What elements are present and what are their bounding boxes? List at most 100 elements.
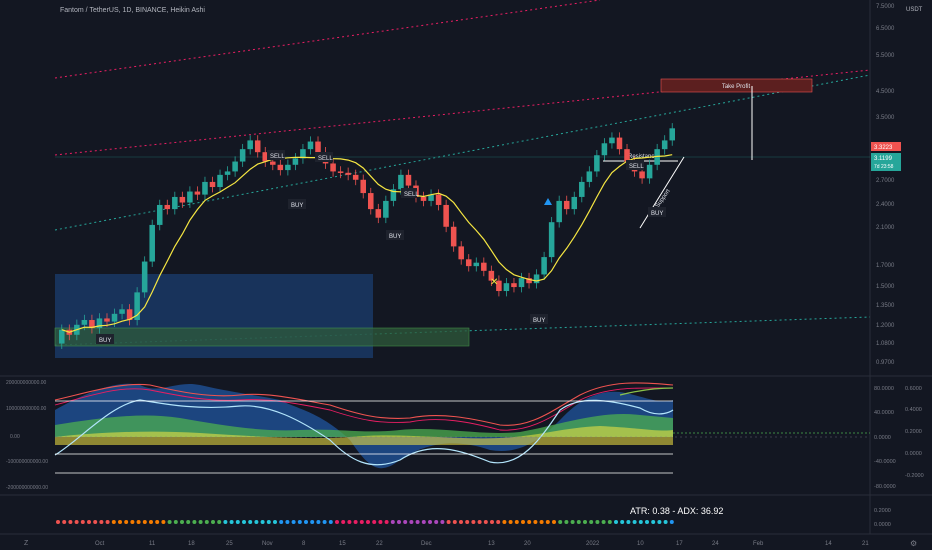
zoom-icon[interactable]: Z bbox=[24, 540, 29, 547]
x-axis: Oct 11 18 25 Nov 8 15 22 Dec 13 20 2022 … bbox=[95, 541, 869, 547]
x-axis-label: 15 bbox=[339, 541, 346, 547]
atr-dot bbox=[477, 520, 482, 524]
signal-bg bbox=[96, 334, 114, 344]
osc-left-label: 200000000000.00 bbox=[6, 380, 47, 386]
candle-body bbox=[609, 137, 615, 144]
atr-dot bbox=[124, 520, 129, 524]
symbol-line: Fantom / TetherUS, 1D, BINANCE, Heikin A… bbox=[60, 7, 205, 14]
candle-body bbox=[111, 313, 118, 322]
x-axis-label: 2022 bbox=[586, 541, 600, 547]
atr-dot bbox=[409, 520, 414, 524]
atr-dot bbox=[291, 520, 296, 524]
atr-dot bbox=[149, 520, 153, 524]
atr-dot bbox=[254, 520, 259, 524]
atr-dot bbox=[167, 520, 172, 524]
support-label: Support bbox=[655, 188, 672, 209]
atr-dot bbox=[570, 520, 575, 524]
candle-body bbox=[285, 164, 291, 171]
x-axis-label: 11 bbox=[149, 541, 156, 547]
osc-far-right-label: 0.6000 bbox=[905, 386, 922, 392]
candle-body bbox=[496, 280, 502, 292]
signal-bg bbox=[386, 230, 404, 240]
atr-dot bbox=[558, 520, 563, 524]
candle-body bbox=[209, 181, 216, 188]
candle-body bbox=[601, 143, 608, 156]
candle-body bbox=[616, 137, 623, 150]
atr-dot bbox=[328, 520, 333, 524]
candle-body bbox=[390, 189, 397, 201]
price-label: 1.0800 bbox=[876, 341, 895, 347]
price-label: 0.9700 bbox=[876, 360, 895, 366]
atr-dot bbox=[552, 520, 556, 524]
atr-dot bbox=[514, 520, 519, 524]
atr-dot bbox=[452, 520, 457, 524]
signal-sell-1: SELL bbox=[270, 154, 285, 160]
signal-buy-5: BUY bbox=[651, 211, 663, 217]
atr-dot bbox=[186, 520, 191, 524]
atr-dot bbox=[211, 520, 215, 524]
candle-body bbox=[337, 171, 344, 173]
atr-dot bbox=[583, 520, 587, 524]
settings-icon[interactable]: ⚙ bbox=[910, 539, 917, 548]
candle-body bbox=[89, 320, 95, 329]
atr-dot bbox=[669, 520, 674, 524]
candle-body bbox=[533, 274, 540, 284]
candle-body bbox=[187, 191, 193, 203]
candle-body bbox=[247, 140, 253, 150]
atr-dot bbox=[434, 520, 439, 524]
osc-far-right-label: -0.2000 bbox=[905, 473, 924, 479]
candle-body bbox=[59, 329, 65, 344]
x-axis-label: 24 bbox=[712, 541, 719, 547]
candle-body bbox=[435, 194, 442, 205]
candle-body bbox=[172, 196, 178, 210]
second-price-value: 3.1199 bbox=[874, 156, 893, 162]
candle-body bbox=[119, 309, 125, 314]
atr-dot bbox=[173, 520, 178, 524]
atr-dot bbox=[651, 520, 656, 524]
osc-far-right-label: 0.2000 bbox=[905, 429, 922, 435]
atr-dot bbox=[279, 520, 284, 524]
osc-right-label: 40.0000 bbox=[874, 410, 894, 416]
price-label: 1.5000 bbox=[876, 284, 895, 290]
atr-dot bbox=[415, 520, 420, 524]
candle-body bbox=[503, 283, 510, 292]
candle-body bbox=[375, 209, 382, 218]
signal-buy-1: BUY bbox=[291, 203, 303, 209]
atr-dot bbox=[316, 520, 321, 524]
channel-mid-line bbox=[54, 69, 871, 156]
candle-body bbox=[556, 200, 562, 223]
atr-dot bbox=[521, 520, 525, 524]
osc-line-lightblue bbox=[54, 399, 674, 466]
cross-icon: ✕ bbox=[490, 277, 498, 288]
atr-dot bbox=[440, 520, 445, 524]
osc-left-label: 0.00 bbox=[10, 434, 20, 440]
x-axis-label: Oct bbox=[95, 541, 105, 547]
sma-line bbox=[61, 154, 673, 333]
osc-right-label: -80.0000 bbox=[874, 484, 896, 490]
channel-lower-line bbox=[54, 74, 871, 231]
signal-bg bbox=[626, 160, 644, 170]
last-price-value: 3.3223 bbox=[874, 145, 893, 151]
atr-dot bbox=[465, 520, 470, 524]
signal-sell-3: SELL bbox=[404, 192, 419, 198]
candle-body bbox=[481, 262, 487, 271]
price-label: 2.1000 bbox=[876, 225, 895, 231]
atr-right-label: 0.0000 bbox=[874, 522, 891, 528]
atr-dot bbox=[136, 520, 141, 524]
resistance-label: Resistance bbox=[628, 154, 658, 160]
atr-dot bbox=[198, 520, 203, 524]
atr-dot bbox=[459, 520, 463, 524]
atr-dot bbox=[74, 520, 79, 524]
atr-dot bbox=[589, 520, 594, 524]
candle-body bbox=[179, 196, 186, 203]
atr-dot bbox=[359, 520, 364, 524]
candle-body bbox=[428, 194, 434, 201]
osc-left-label: -200000000000.00 bbox=[6, 485, 48, 491]
atr-dot bbox=[155, 520, 160, 524]
take-profit-box bbox=[660, 78, 813, 93]
price-label: 6.5000 bbox=[876, 26, 895, 32]
candle-body bbox=[661, 140, 668, 150]
candle-body bbox=[270, 161, 276, 165]
candle-body bbox=[465, 259, 472, 267]
candle-body bbox=[511, 283, 517, 288]
